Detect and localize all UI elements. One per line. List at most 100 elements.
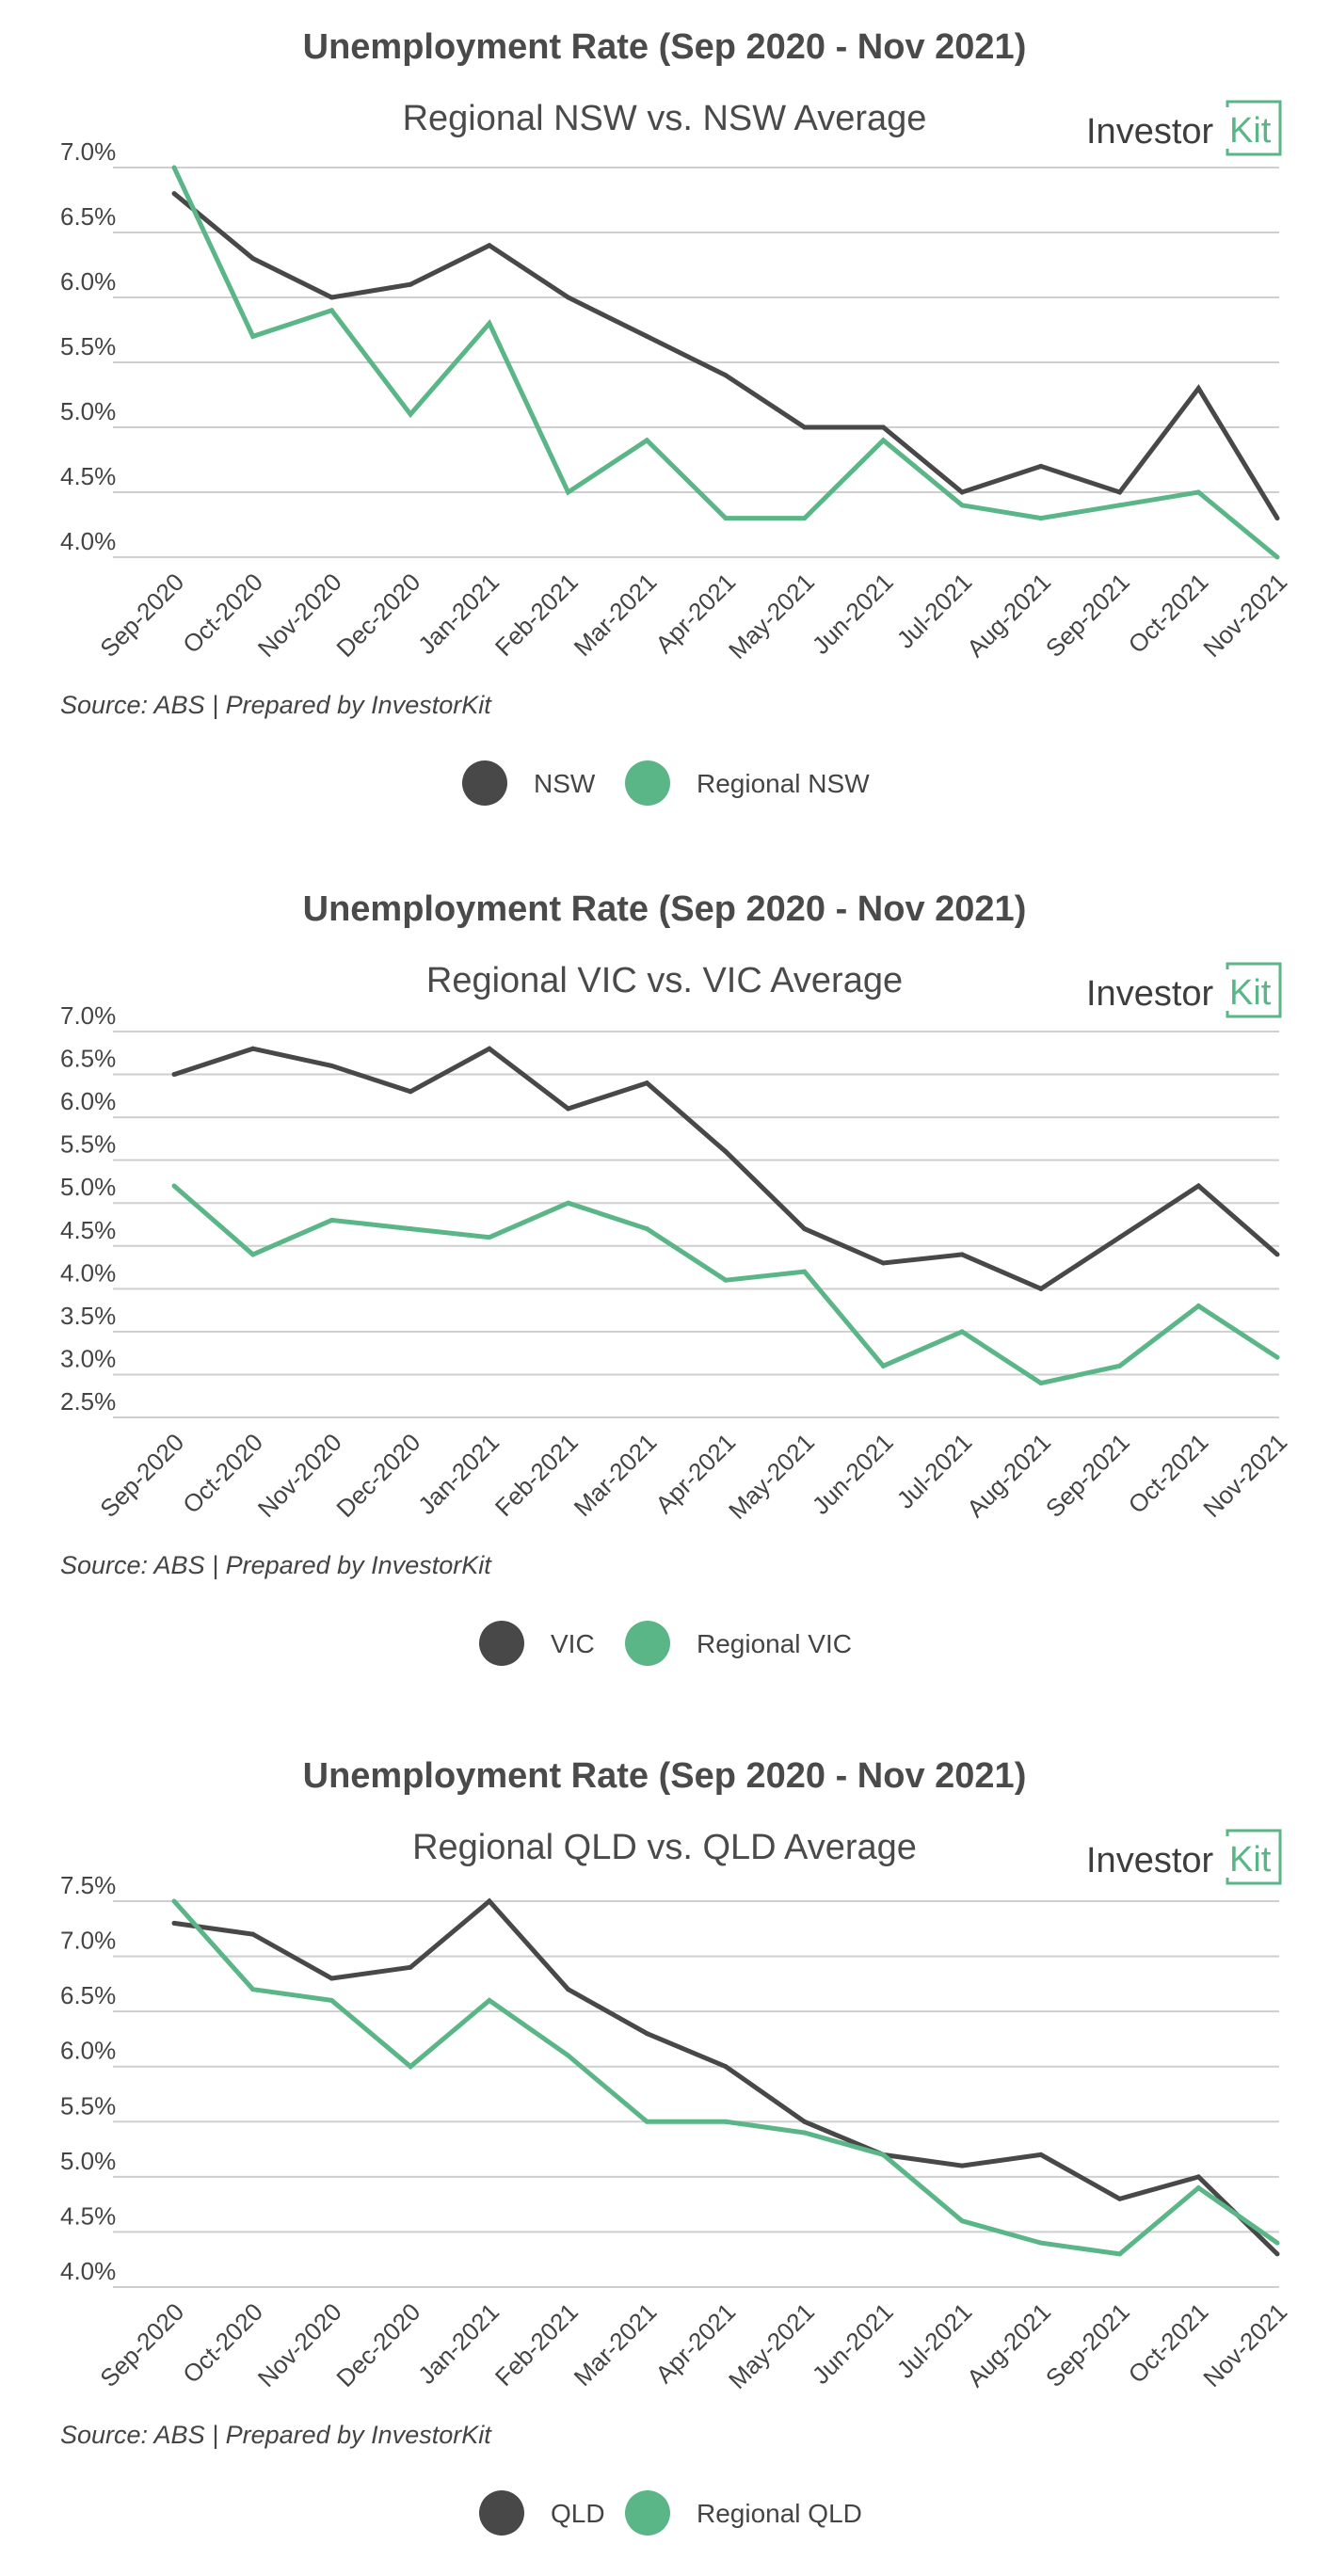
data-point: [171, 191, 177, 197]
x-tick-label: Mar-2021: [569, 2297, 663, 2392]
y-tick-label: 4.5%: [60, 1216, 116, 1244]
data-point: [328, 1976, 334, 1981]
data-point: [1195, 386, 1201, 392]
data-point: [880, 1260, 886, 1266]
data-point: [802, 424, 808, 430]
y-tick-label: 2.5%: [60, 1387, 116, 1416]
source-note: Source: ABS | Prepared by InvestorKit: [60, 2421, 492, 2449]
logo-word: Investor: [1086, 112, 1214, 152]
investorkit-logo: Investor Kit: [1086, 100, 1282, 156]
data-point: [250, 1046, 256, 1051]
series-line-regional-vic: [172, 1184, 1279, 1386]
logo-mark: Kit: [1229, 111, 1272, 151]
data-point: [644, 438, 649, 443]
logo-bracket: [1226, 1829, 1282, 1885]
data-point: [802, 2119, 808, 2124]
chart-vic: Unemployment Rate (Sep 2020 - Nov 2021) R…: [60, 889, 1292, 1666]
data-point: [802, 2130, 808, 2136]
legend-swatch: [479, 2490, 524, 2536]
chart-title: Unemployment Rate (Sep 2020 - Nov 2021): [303, 889, 1027, 929]
chart-panel-qld: Unemployment Rate (Sep 2020 - Nov 2021) R…: [0, 1729, 1330, 2576]
data-point: [566, 295, 571, 300]
legend-swatch: [462, 760, 507, 806]
legend: NSW Regional NSW: [462, 760, 870, 806]
data-point: [171, 1898, 177, 1904]
data-point: [959, 1329, 965, 1335]
y-tick-label: 4.5%: [60, 2201, 116, 2230]
data-point: [1274, 2251, 1280, 2257]
data-point: [250, 1252, 256, 1257]
y-tick-label: 4.0%: [60, 527, 116, 555]
x-tick-label: Sep-2020: [94, 1428, 189, 1523]
y-tick-label: 4.0%: [60, 2257, 116, 2285]
x-tick-label: Mar-2021: [569, 568, 663, 662]
data-point: [487, 1046, 492, 1051]
data-point: [408, 281, 413, 287]
y-tick-label: 3.0%: [60, 1344, 116, 1372]
data-point: [723, 373, 729, 378]
y-tick-label: 6.5%: [60, 1045, 116, 1073]
data-point: [566, 489, 571, 495]
data-point: [959, 1252, 965, 1257]
y-tick-label: 4.5%: [60, 462, 116, 490]
data-point: [644, 333, 649, 339]
series-line-vic: [173, 1046, 1279, 1292]
data-point: [408, 2064, 413, 2070]
data-point: [1117, 1235, 1123, 1240]
y-tick-label: 6.5%: [60, 1981, 116, 2009]
x-tick-label: Aug-2021: [961, 568, 1056, 663]
y-tick-label: 6.0%: [60, 1087, 116, 1115]
source-note: Source: ABS | Prepared by InvestorKit: [60, 1551, 492, 1579]
data-point: [959, 503, 965, 508]
legend-swatch: [625, 760, 670, 806]
y-tick-label: 7.0%: [60, 1927, 116, 1955]
data-point: [1117, 489, 1123, 495]
data-point: [487, 1997, 492, 2003]
data-point: [959, 2218, 965, 2224]
legend-label: Regional QLD: [697, 2499, 862, 2528]
x-tick-label: Sep-2021: [1040, 1428, 1135, 1523]
x-tick-label: Mar-2021: [569, 1428, 663, 1522]
data-point: [171, 165, 177, 170]
data-point: [1117, 503, 1123, 508]
data-point: [408, 411, 413, 417]
y-tick-label: 6.5%: [60, 202, 116, 231]
logo-mark: Kit: [1229, 1840, 1272, 1880]
data-point: [1274, 554, 1280, 560]
x-tick-label: May-2021: [723, 2297, 820, 2394]
data-point: [566, 1200, 571, 1206]
legend-swatch: [625, 1621, 670, 1666]
data-point: [1274, 516, 1280, 521]
data-point: [250, 333, 256, 339]
chart-title: Unemployment Rate (Sep 2020 - Nov 2021): [303, 27, 1027, 67]
data-point: [1274, 2240, 1280, 2246]
y-tick-label: 5.5%: [60, 2091, 116, 2120]
y-tick-label: 6.0%: [60, 2037, 116, 2065]
legend-swatch: [479, 1621, 524, 1666]
data-point: [723, 1149, 729, 1155]
data-point: [1195, 1183, 1201, 1189]
logo-word: Investor: [1086, 1841, 1214, 1880]
series-line-nsw: [172, 191, 1280, 520]
data-point: [1195, 489, 1201, 495]
data-point: [1274, 1252, 1280, 1257]
y-tick-label: 3.5%: [60, 1302, 116, 1330]
chart-subtitle: Regional QLD vs. QLD Average: [412, 1828, 917, 1867]
legend-label: Regional NSW: [697, 769, 870, 798]
chart-subtitle: Regional VIC vs. VIC Average: [426, 961, 903, 1000]
chart-title: Unemployment Rate (Sep 2020 - Nov 2021): [303, 1756, 1027, 1796]
data-point: [487, 1235, 492, 1240]
data-point: [1038, 2240, 1044, 2246]
data-point: [1117, 1363, 1123, 1368]
data-point: [1195, 2185, 1201, 2191]
x-tick-label: Nov-2021: [1197, 568, 1292, 663]
data-point: [1038, 516, 1044, 521]
data-point: [644, 1226, 649, 1232]
logo-mark: Kit: [1229, 973, 1272, 1013]
data-point: [959, 2163, 965, 2168]
y-tick-label: 4.0%: [60, 1258, 116, 1287]
series-line-qld: [173, 1897, 1279, 2256]
chart-panel-nsw: Unemployment Rate (Sep 2020 - Nov 2021) R…: [0, 0, 1330, 847]
y-tick-label: 7.0%: [60, 137, 116, 166]
data-point: [802, 516, 808, 521]
